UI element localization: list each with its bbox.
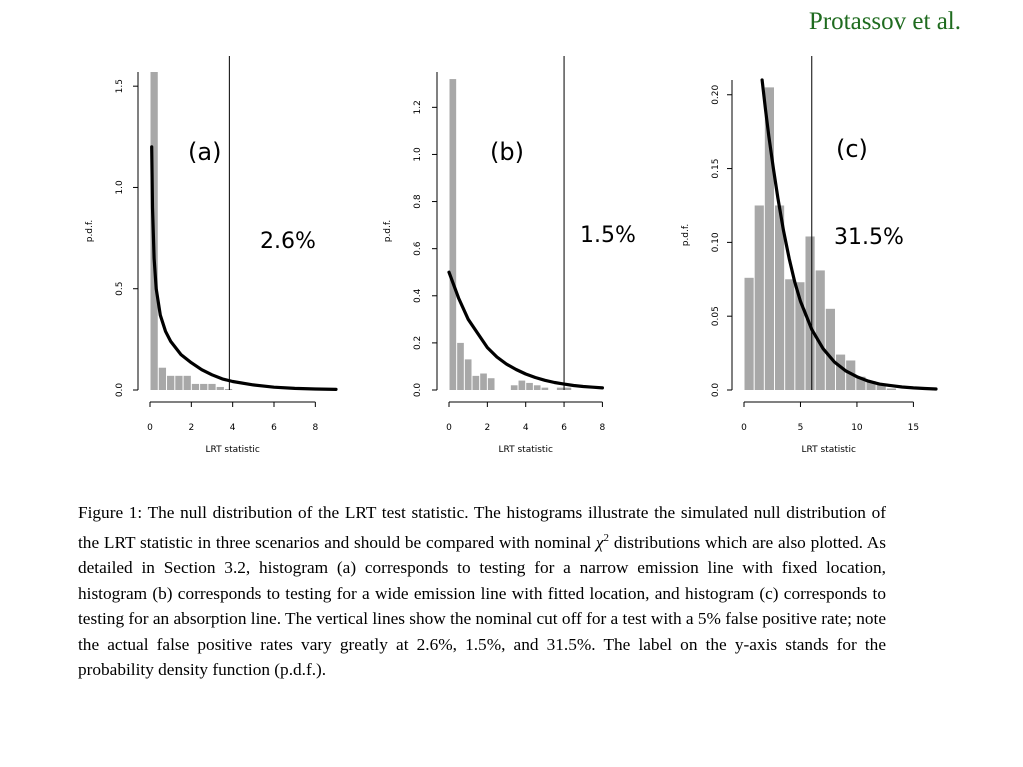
histogram-bar	[183, 375, 191, 390]
histogram-bar	[774, 205, 785, 390]
y-tick-label: 0.0	[115, 383, 125, 398]
y-tick-label: 1.0	[115, 180, 125, 195]
y-axis-label: p.d.f.	[681, 224, 691, 247]
chi-square-curve	[447, 270, 605, 390]
histogram-bar	[856, 376, 866, 390]
y-tick-label: 0.20	[711, 84, 721, 104]
x-tick-label: 10	[851, 423, 863, 433]
histogram-bar	[200, 383, 208, 390]
histogram-bar	[754, 205, 764, 390]
x-tick-label: 8	[600, 423, 606, 433]
y-tick-label: 0.10	[711, 232, 721, 252]
y-tick-label: 0.8	[413, 194, 423, 209]
histogram-bar	[510, 385, 518, 390]
x-tick-label: 4	[523, 423, 529, 433]
histogram-bar	[175, 375, 183, 390]
histogram-bar	[480, 373, 487, 390]
x-axis-label: LRT statistic	[205, 445, 259, 455]
false-positive-rate-label: 2.6%	[260, 229, 316, 254]
histogram-bar	[208, 383, 216, 390]
histogram-bar	[526, 382, 533, 390]
x-tick-label: 6	[561, 423, 567, 433]
histogram-bar	[533, 385, 541, 390]
histogram-bar	[815, 270, 825, 390]
x-tick-label: 2	[188, 423, 194, 433]
histogram-bar	[191, 383, 200, 390]
x-tick-label: 4	[230, 423, 236, 433]
histogram-bar	[224, 388, 233, 390]
panel-label: (c)	[836, 135, 868, 163]
chi-square-curve	[760, 78, 938, 391]
chart-panel-b: 0.0 0.2 0.4 0.6 0.8 1.0 1.2 0 2 4 6 8 LRT statistic p…	[383, 56, 636, 455]
chi-superscript: 2	[603, 531, 610, 544]
x-tick-label: 6	[271, 423, 277, 433]
histogram-bar	[795, 282, 805, 390]
caption-text-part1: Figure 1: The null distribution of the L…	[78, 503, 886, 552]
x-tick-label: 15	[908, 423, 919, 433]
histogram-bar	[158, 367, 167, 390]
histogram-bar	[472, 375, 480, 390]
x-tick-label: 8	[312, 423, 318, 433]
y-tick-label: 0.15	[711, 159, 721, 179]
histogram-bar	[457, 342, 464, 390]
histogram-bar	[785, 279, 795, 390]
chart-panel-a: 0.0 0.5 1.0 1.5 0 2 4 6 8 LRT statistic p.d.f. (a) 2…	[85, 56, 338, 455]
panel-label: (a)	[188, 138, 221, 166]
histogram-bar	[464, 359, 472, 390]
figure-caption: Figure 1: The null distribution of the L…	[78, 500, 886, 683]
y-tick-label: 0.05	[711, 306, 721, 326]
x-axis-label: LRT statistic	[802, 445, 856, 455]
histogram-bar	[764, 87, 774, 390]
histogram-bar	[835, 354, 846, 390]
y-axis-label: p.d.f.	[383, 220, 393, 243]
histogram-bar	[487, 378, 495, 390]
histogram-bar	[541, 387, 549, 390]
histogram-bar	[564, 387, 572, 390]
y-tick-label: 0.0	[711, 383, 721, 398]
y-tick-label: 0.6	[413, 241, 423, 256]
false-positive-rate-label: 31.5%	[834, 225, 904, 250]
y-tick-label: 1.0	[413, 147, 423, 162]
chi-square-curve	[150, 145, 338, 391]
x-axis-label: LRT statistic	[499, 445, 553, 455]
y-tick-label: 0.4	[413, 288, 423, 303]
y-tick-label: 1.5	[115, 79, 125, 93]
histogram-bar	[886, 388, 896, 390]
histogram-bar	[518, 380, 526, 390]
histogram-bar	[825, 308, 835, 390]
histogram-bar	[449, 79, 457, 391]
histogram-bar	[167, 375, 175, 390]
histogram-bar	[744, 277, 754, 390]
y-tick-label: 0.2	[413, 336, 423, 350]
y-axis-label: p.d.f.	[85, 220, 95, 243]
histogram-bar	[556, 387, 564, 390]
histogram-bar	[216, 386, 224, 390]
x-tick-label: 5	[798, 423, 804, 433]
chart-panel-c: 0.0 0.05 0.10 0.15 0.20 0 5 10 15 LRT statistic p.…	[681, 56, 938, 455]
false-positive-rate-label: 1.5%	[580, 223, 636, 248]
x-tick-label: 0	[741, 423, 747, 433]
x-tick-label: 0	[446, 423, 452, 433]
histogram-bar	[866, 381, 876, 390]
x-tick-label: 0	[147, 423, 153, 433]
caption-text-part2: distributions which are also plotted. As…	[78, 532, 887, 680]
author-credit: Protassov et al.	[808, 8, 961, 35]
histogram-bar	[805, 236, 815, 390]
x-tick-label: 2	[484, 423, 490, 433]
figure-charts: 0.0 0.5 1.0 1.5 0 2 4 6 8 LRT statistic p.d.f. (a) 2…	[85, 56, 938, 455]
chi-symbol: χ	[595, 532, 604, 552]
histogram-bar	[876, 384, 886, 390]
y-tick-label: 1.2	[413, 100, 423, 114]
panel-label: (b)	[490, 138, 524, 166]
y-tick-label: 0.0	[413, 383, 423, 398]
y-tick-label: 0.5	[115, 282, 125, 296]
